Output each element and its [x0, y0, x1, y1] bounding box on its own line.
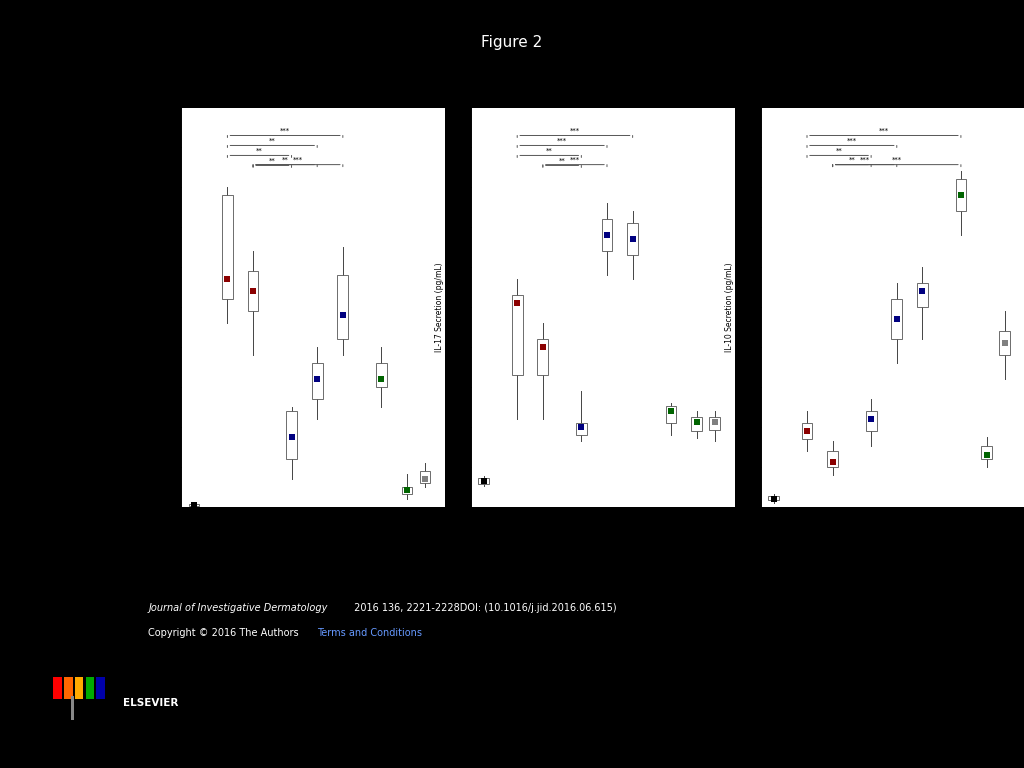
- Text: **: **: [269, 137, 275, 144]
- Text: **: **: [256, 147, 263, 154]
- Text: Healthy: Healthy: [388, 583, 418, 592]
- Bar: [691, 418, 702, 431]
- Text: c: c: [726, 91, 734, 104]
- Text: ***: ***: [570, 157, 580, 163]
- Bar: [63, 677, 73, 699]
- Bar: [248, 271, 258, 311]
- Bar: [575, 423, 587, 435]
- Bar: [768, 496, 779, 501]
- Text: ***: ***: [892, 157, 902, 163]
- Bar: [222, 195, 232, 300]
- Text: ***: ***: [293, 157, 303, 163]
- Bar: [999, 331, 1010, 355]
- Text: Acne: Acne: [230, 583, 250, 592]
- Bar: [538, 339, 548, 375]
- Text: Neutral: Neutral: [593, 583, 622, 592]
- Text: b: b: [436, 91, 445, 104]
- Bar: [338, 275, 348, 339]
- Text: **: **: [559, 157, 565, 164]
- Bar: [827, 451, 838, 467]
- Bar: [981, 446, 992, 459]
- Text: ***: ***: [557, 137, 567, 144]
- Bar: [420, 471, 430, 483]
- Text: Neutral: Neutral: [883, 583, 911, 592]
- Title: IL-17: IL-17: [591, 64, 615, 74]
- Text: Terms and Conditions: Terms and Conditions: [317, 628, 423, 638]
- Bar: [918, 283, 928, 307]
- Bar: [311, 363, 323, 399]
- Bar: [286, 411, 297, 459]
- Text: Healthy: Healthy: [678, 583, 708, 592]
- Bar: [75, 677, 83, 699]
- Bar: [601, 220, 612, 251]
- Text: ***: ***: [879, 127, 889, 134]
- Bar: [666, 406, 677, 423]
- Bar: [512, 295, 522, 375]
- Y-axis label: IL-10 Secretion (pg/mL): IL-10 Secretion (pg/mL): [725, 263, 734, 352]
- Text: ***: ***: [281, 127, 290, 134]
- Text: Figure 2: Figure 2: [481, 35, 543, 50]
- Bar: [96, 677, 104, 699]
- Text: Acne: Acne: [520, 583, 540, 592]
- Bar: [72, 696, 74, 720]
- Y-axis label: IL-17 Secretion (pg/mL): IL-17 Secretion (pg/mL): [435, 263, 444, 352]
- Text: a: a: [146, 91, 156, 104]
- Text: **: **: [269, 157, 275, 164]
- Text: Copyright © 2016 The Authors: Copyright © 2016 The Authors: [148, 628, 305, 638]
- Title: IL-10: IL-10: [881, 64, 905, 74]
- Bar: [188, 504, 200, 505]
- Bar: [53, 677, 61, 699]
- Bar: [865, 411, 877, 431]
- Text: 2016 136, 2221-2228DOI: (10.1016/j.jid.2016.06.615): 2016 136, 2221-2228DOI: (10.1016/j.jid.2…: [351, 603, 616, 613]
- Text: ***: ***: [570, 127, 580, 134]
- Text: ELSEVIER: ELSEVIER: [123, 697, 178, 708]
- Y-axis label: IFN-γ Secretion (pg/mL): IFN-γ Secretion (pg/mL): [140, 262, 150, 353]
- Bar: [85, 677, 94, 699]
- Bar: [802, 423, 812, 439]
- Bar: [955, 180, 967, 211]
- Title: IFN-γ: IFN-γ: [301, 64, 326, 74]
- Text: Healthy: Healthy: [968, 583, 997, 592]
- Bar: [891, 300, 902, 339]
- Text: **: **: [849, 157, 855, 163]
- Bar: [628, 223, 638, 255]
- Text: ***: ***: [847, 137, 857, 144]
- Bar: [478, 478, 489, 484]
- Text: **: **: [546, 147, 553, 154]
- Text: Journal of Investigative Dermatology: Journal of Investigative Dermatology: [148, 603, 328, 613]
- Text: **: **: [836, 147, 843, 154]
- Text: ***: ***: [860, 157, 869, 163]
- Text: Neutral: Neutral: [303, 583, 332, 592]
- Bar: [376, 363, 387, 387]
- Text: **: **: [282, 157, 289, 163]
- Bar: [401, 487, 413, 494]
- Bar: [710, 418, 720, 430]
- Text: Acne: Acne: [810, 583, 829, 592]
